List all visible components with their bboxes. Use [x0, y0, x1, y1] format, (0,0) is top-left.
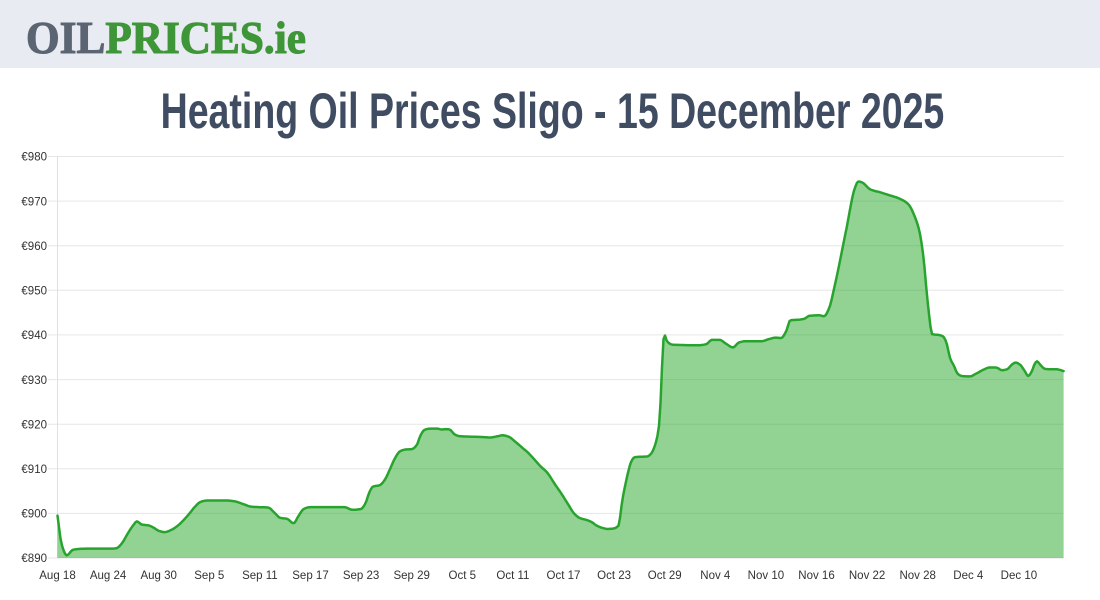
- svg-text:€950: €950: [21, 286, 47, 298]
- svg-text:€920: €920: [21, 419, 47, 431]
- svg-text:Nov 22: Nov 22: [849, 570, 885, 582]
- svg-text:Sep 11: Sep 11: [242, 570, 278, 582]
- svg-text:€940: €940: [21, 330, 47, 342]
- svg-text:€980: €980: [21, 152, 47, 164]
- svg-text:Dec 4: Dec 4: [953, 570, 984, 582]
- svg-text:Aug 18: Aug 18: [39, 570, 75, 582]
- svg-text:Sep 5: Sep 5: [194, 570, 224, 582]
- svg-text:Aug 24: Aug 24: [90, 570, 127, 582]
- svg-text:Sep 17: Sep 17: [292, 570, 328, 582]
- svg-text:€960: €960: [21, 241, 47, 253]
- svg-text:Nov 4: Nov 4: [700, 570, 731, 582]
- svg-text:€890: €890: [21, 553, 47, 565]
- svg-text:Sep 29: Sep 29: [393, 570, 429, 582]
- svg-text:Oct 17: Oct 17: [547, 570, 581, 582]
- svg-text:Nov 16: Nov 16: [798, 570, 834, 582]
- svg-text:Oct 29: Oct 29: [648, 570, 682, 582]
- svg-text:Dec 10: Dec 10: [1001, 570, 1037, 582]
- svg-text:Nov 28: Nov 28: [899, 570, 935, 582]
- svg-text:Oct 11: Oct 11: [496, 570, 529, 582]
- svg-text:Nov 10: Nov 10: [748, 570, 784, 582]
- svg-text:Oct 5: Oct 5: [449, 570, 476, 582]
- svg-text:€970: €970: [21, 196, 47, 208]
- svg-text:Aug 30: Aug 30: [140, 570, 176, 582]
- svg-text:Oct 23: Oct 23: [597, 570, 631, 582]
- svg-text:€930: €930: [21, 375, 47, 387]
- svg-text:€910: €910: [21, 464, 47, 476]
- svg-text:€900: €900: [21, 509, 47, 521]
- svg-text:Sep 23: Sep 23: [343, 570, 379, 582]
